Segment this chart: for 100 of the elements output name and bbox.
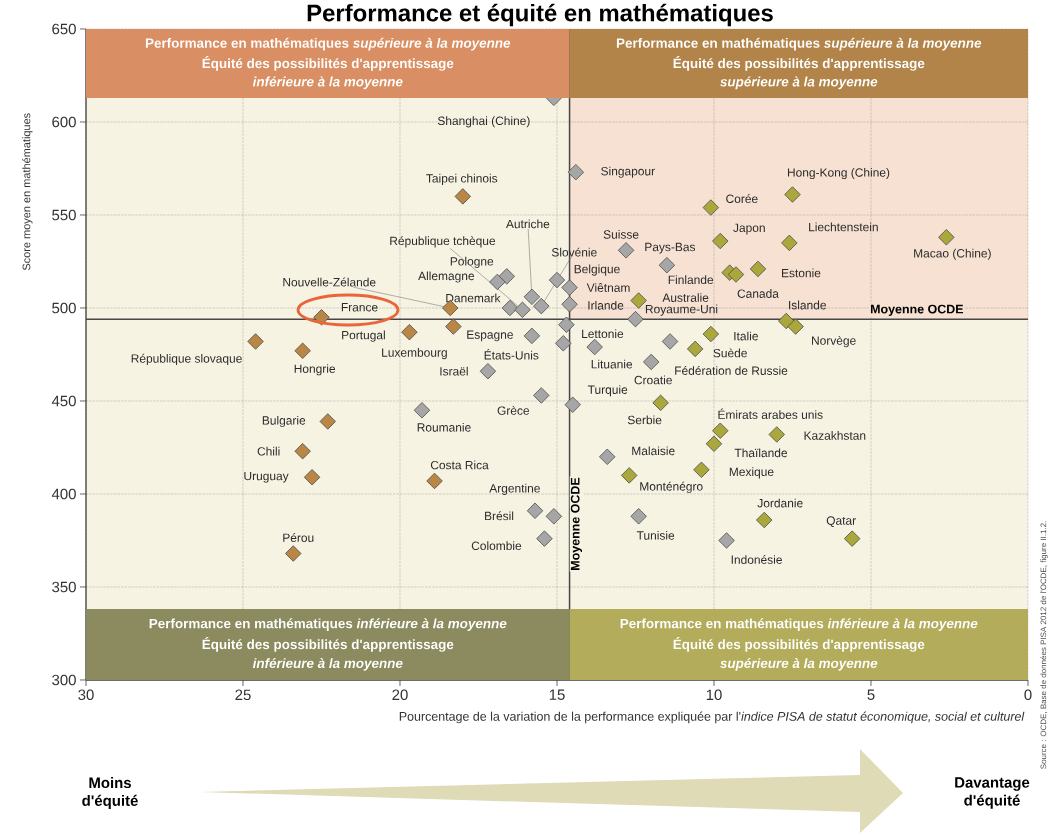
data-label: Indonésie — [731, 555, 782, 564]
data-label: Argentine — [489, 483, 540, 495]
data-label: Serbie — [627, 415, 662, 425]
data-label: Pérou — [283, 533, 314, 542]
point — [787, 318, 804, 335]
data-label: Nouvelle-Zélande — [283, 277, 376, 287]
point — [693, 461, 710, 478]
data-label: Fédération de Russie — [675, 366, 788, 375]
data-label: Taipei chinois — [426, 173, 498, 185]
point — [749, 260, 767, 278]
data-label: Uruguay — [244, 471, 289, 483]
data-label: Roumanie — [417, 422, 471, 432]
point — [426, 472, 443, 490]
point — [586, 338, 603, 356]
x-tick-label: 15 — [549, 689, 565, 700]
annotation: supérieure à la moyenne — [720, 76, 878, 90]
data-label: Singapour — [601, 166, 655, 178]
data-label: Danemark — [446, 293, 501, 303]
data-label: Mexique — [729, 467, 774, 479]
data-label: Turquie — [587, 385, 628, 397]
point — [561, 296, 578, 313]
ref-line-label: Moyenne OCDE — [570, 477, 583, 570]
point — [712, 422, 729, 439]
x-tick-label: 10 — [706, 689, 722, 701]
annotation: Performance en mathématiques supérieure à la moyenne — [616, 37, 982, 51]
point — [561, 279, 578, 296]
text: Moins d'équité — [82, 777, 138, 809]
point — [523, 288, 541, 305]
data-label: France — [341, 303, 378, 312]
point — [319, 413, 336, 430]
point — [514, 301, 531, 319]
point — [768, 426, 785, 443]
point — [545, 508, 563, 525]
point — [567, 164, 585, 181]
x-axis-title: Pourcentage de la variation de la performance expliquée par l'indice PISA de statut économique, social et culturel — [399, 711, 1025, 724]
data-label: Luxembourg — [382, 348, 447, 360]
data-label: Hongrie — [294, 364, 336, 376]
chart-title: Performance et équité en mathématiques — [307, 3, 773, 27]
data-label: Tunisie — [636, 530, 675, 540]
data-label: Portugal — [342, 330, 385, 342]
data-label: Colombie — [471, 541, 522, 551]
point — [294, 342, 311, 359]
point — [938, 229, 955, 246]
point — [599, 448, 616, 465]
data-label: Grèce — [497, 405, 530, 415]
data-label: République slovaque — [131, 353, 242, 366]
text: Davantage d'équité — [955, 777, 1030, 809]
data-label: Autriche — [505, 219, 550, 229]
data-label: Finlande — [668, 275, 714, 285]
point — [564, 396, 581, 413]
annotation: inférieure à la moyenne — [252, 658, 403, 671]
data-label: Pologne — [450, 256, 494, 268]
data-label: Thaïlande — [734, 448, 788, 458]
point — [413, 402, 431, 419]
data-label: Brésil — [485, 511, 514, 521]
data-label: Italie — [734, 331, 758, 341]
y-tick-label: 450 — [51, 395, 76, 407]
y-tick-label: 350 — [52, 581, 76, 593]
data-label: Macao (Chine) — [914, 248, 991, 260]
y-tick-label: 600 — [52, 116, 76, 128]
point — [661, 333, 679, 350]
data-label: Qatar — [826, 516, 856, 527]
point — [784, 186, 801, 203]
point — [686, 340, 704, 358]
data-label: Irlande — [588, 300, 624, 310]
data-label: Kazakhstan — [804, 431, 866, 440]
point — [303, 469, 321, 486]
point — [313, 309, 330, 326]
point — [627, 310, 644, 328]
x-tick-label: 30 — [78, 689, 94, 701]
point — [781, 234, 798, 252]
point — [489, 273, 506, 291]
y-tick-label: 650 — [52, 23, 76, 35]
point — [558, 316, 575, 333]
point — [548, 271, 566, 289]
y-tick-label: 500 — [52, 302, 76, 314]
point — [621, 467, 638, 484]
point — [702, 199, 720, 216]
data-label: Royaume-Uni — [645, 304, 718, 316]
point — [630, 292, 647, 309]
ref-line-label: Moyenne OCDE — [870, 304, 964, 316]
annotation: Équité des possibilités d'apprentissage — [673, 637, 925, 652]
data-label: Bulgarie — [262, 415, 306, 428]
point — [401, 323, 418, 341]
point — [533, 387, 550, 404]
data-label: Suède — [713, 348, 747, 358]
y-tick-label: 550 — [52, 209, 76, 221]
annotation: Équité des possibilités d'apprentissage — [202, 56, 454, 71]
point — [778, 312, 795, 330]
data-label: Costa Rica — [430, 460, 489, 470]
data-label: Estonie — [782, 268, 821, 278]
point — [501, 299, 519, 317]
data-label: Croatie — [634, 375, 672, 385]
point — [285, 545, 302, 562]
annotation: Équité des possibilités d'apprentissage — [673, 56, 925, 71]
point — [712, 232, 729, 250]
data-label: Jordanie — [757, 498, 803, 508]
data-label: Hong-Kong (Chine) — [787, 167, 890, 180]
y-tick-label: 400 — [51, 488, 76, 500]
annotation: Performance en mathématiques inférieure à la moyenne — [149, 618, 507, 631]
